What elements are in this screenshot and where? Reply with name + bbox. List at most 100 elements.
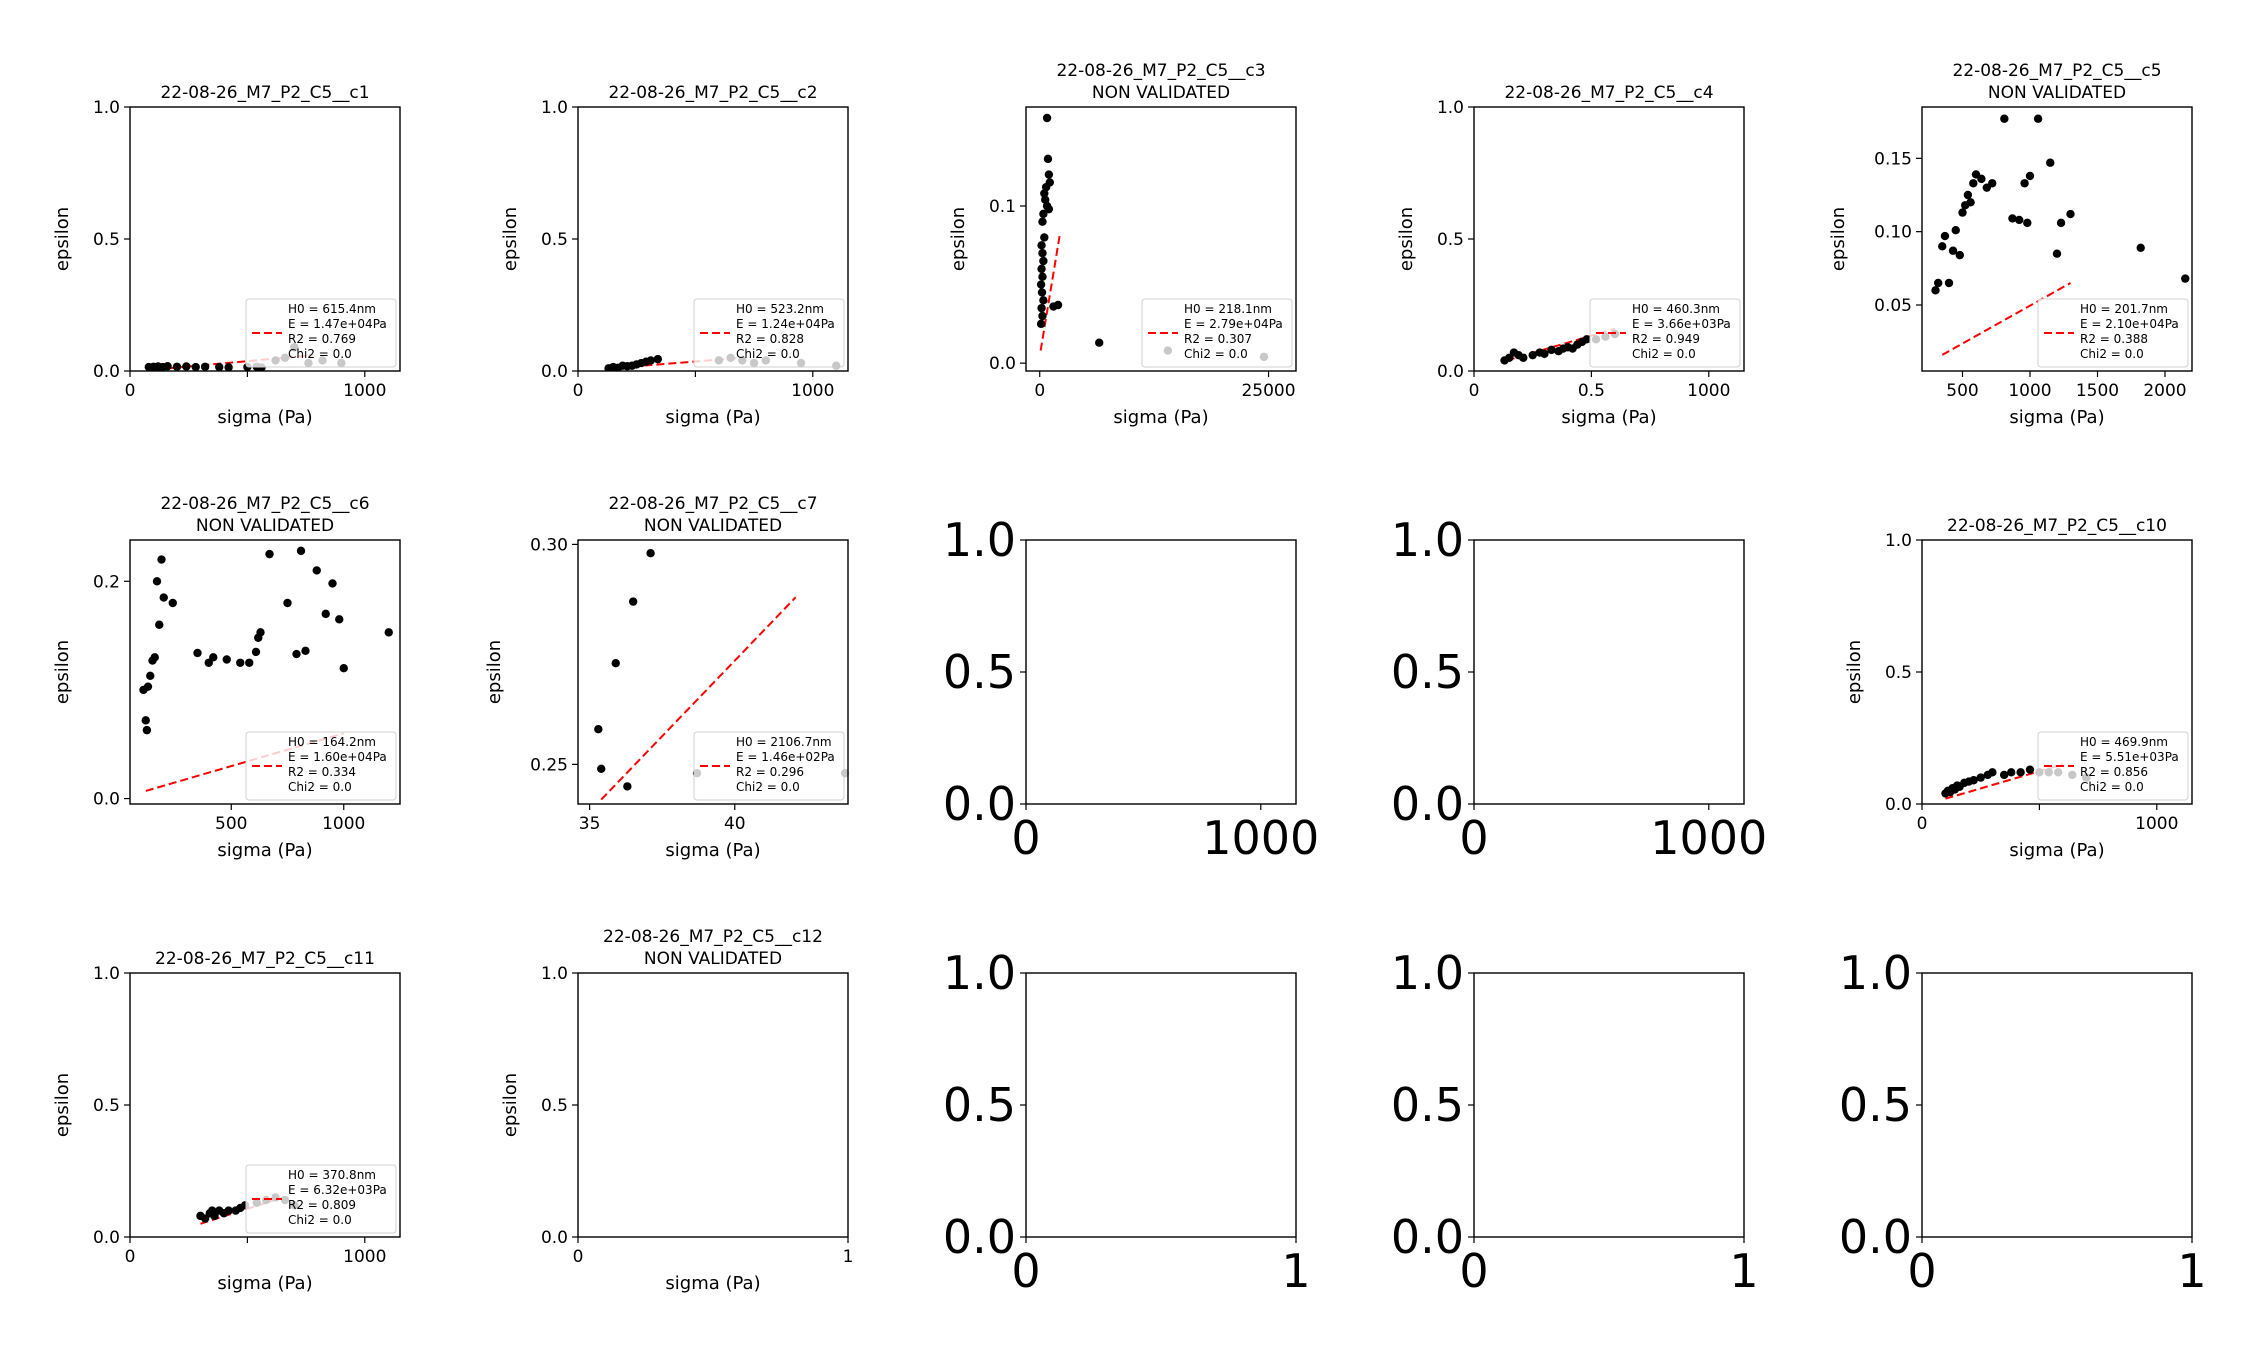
y-axis-label: epsilon — [948, 207, 969, 271]
legend — [245, 1164, 397, 1234]
x-tick-label: 40 — [724, 814, 746, 834]
legend-entry: Chi2 = 0.0 — [2080, 347, 2144, 361]
plot-frame — [129, 539, 401, 805]
plot-frame — [1921, 106, 2193, 372]
data-point — [2136, 243, 2145, 252]
x-axis-label: sigma (Pa) — [665, 407, 760, 428]
data-point — [1037, 303, 1046, 313]
data-point — [2056, 218, 2066, 228]
x-tick-label: 0 — [1469, 381, 1480, 401]
data-point — [1963, 190, 1973, 200]
data-point — [301, 646, 310, 656]
data-point — [1540, 349, 1549, 359]
subplot-title: 22-08-26_M7_P2_C5__c11 — [155, 949, 375, 969]
plot-area — [594, 549, 797, 801]
data-point — [714, 356, 724, 365]
legend — [2037, 731, 2189, 801]
data-point — [1977, 174, 1986, 184]
x-axis-label: sigma (Pa) — [217, 840, 312, 861]
plot-frame — [129, 106, 401, 372]
data-point — [1043, 154, 1053, 164]
y-tick-label: 0.0 — [943, 1210, 1016, 1264]
data-point — [271, 356, 280, 365]
legend — [2037, 298, 2189, 368]
legend-entry: H0 = 370.8nm — [288, 1168, 376, 1182]
data-point — [280, 1195, 290, 1205]
plot-frame — [1025, 972, 1297, 1238]
legend — [693, 298, 845, 368]
subplot-subtitle: NON VALIDATED — [1092, 83, 1230, 103]
legend-entry: E = 1.60e+04Pa — [288, 750, 387, 764]
subplot-title: 22-08-26_M7_P2_C5__c12 — [603, 927, 823, 947]
subplot-subtitle: NON VALIDATED — [1988, 83, 2126, 103]
data-point — [1039, 209, 1048, 219]
data-point — [594, 725, 603, 734]
y-tick-label: 1.0 — [1885, 531, 1912, 551]
data-point — [1547, 345, 1556, 355]
subplot-subtitle: NON VALIDATED — [644, 949, 782, 969]
data-point — [2066, 209, 2075, 219]
plot-frame — [577, 539, 849, 805]
legend-entry: E = 5.51e+03Pa — [2080, 750, 2179, 764]
x-tick-label: 1000 — [343, 1247, 386, 1267]
x-tick-label: 0 — [1459, 811, 1488, 865]
data-point — [261, 1195, 271, 1205]
legend-entry: H0 = 218.1nm — [1184, 302, 1272, 316]
subplot-c11: 22-08-26_M7_P2_C5__c11 0 1000 0.0 0.5 1.0 sigm… — [52, 949, 401, 1294]
plot-frame — [1473, 106, 1745, 372]
legend-entry: Chi2 = 0.0 — [1184, 347, 1248, 361]
y-tick-label: 0.1 — [989, 197, 1016, 217]
data-point — [159, 593, 168, 602]
y-tick-label: 0.25 — [530, 755, 568, 775]
data-point — [1037, 241, 1046, 250]
plot-area — [1500, 327, 1616, 365]
data-point — [168, 598, 177, 608]
x-tick-label: 0 — [1034, 381, 1045, 401]
y-axis-label: epsilon — [52, 207, 73, 271]
data-point — [1948, 246, 1958, 255]
data-point — [1944, 278, 1954, 288]
y-axis-label: epsilon — [52, 640, 73, 704]
x-tick-label: 1 — [2177, 1244, 2206, 1298]
data-point — [726, 353, 735, 362]
data-point — [2044, 768, 2053, 777]
y-tick-label: 0.0 — [989, 354, 1016, 374]
data-point — [1040, 189, 1049, 198]
data-point — [628, 597, 638, 606]
y-tick-label: 0.5 — [1839, 1078, 1912, 1132]
data-point — [1519, 353, 1528, 362]
data-point — [163, 362, 172, 371]
legend-entry: R2 = 0.296 — [736, 765, 804, 779]
y-tick-label: 0.0 — [1391, 777, 1464, 831]
x-tick-label: 1000 — [322, 814, 365, 834]
legend — [693, 731, 845, 801]
fit-line — [600, 596, 797, 801]
legend-entry: R2 = 0.856 — [2080, 765, 2148, 779]
legend — [1589, 298, 1741, 368]
data-point — [222, 655, 231, 664]
data-point — [1969, 776, 1978, 785]
data-point — [1976, 773, 1985, 782]
plot-area — [196, 1196, 283, 1225]
plot-frame — [129, 972, 401, 1238]
data-point — [339, 663, 348, 673]
y-axis-label: epsilon — [1828, 207, 1849, 271]
y-tick-label: 0.0 — [943, 777, 1016, 831]
y-axis-label: epsilon — [484, 640, 505, 704]
y-tick-label: 0.0 — [1839, 1210, 1912, 1264]
data-point — [738, 356, 747, 365]
data-point — [1038, 311, 1047, 321]
plot-frame — [577, 106, 849, 372]
y-tick-label: 0.5 — [1437, 230, 1464, 250]
y-tick-label: 0.5 — [93, 1096, 120, 1116]
data-point — [321, 609, 330, 619]
y-axis-label: epsilon — [500, 1073, 521, 1137]
y-tick-label: 0.5 — [1391, 1078, 1464, 1132]
x-tick-label: 0 — [573, 1247, 584, 1267]
plot-area — [1036, 113, 1104, 351]
data-point — [2181, 274, 2190, 283]
plot-frame — [1921, 539, 2193, 805]
legend-entry: Chi2 = 0.0 — [736, 347, 800, 361]
